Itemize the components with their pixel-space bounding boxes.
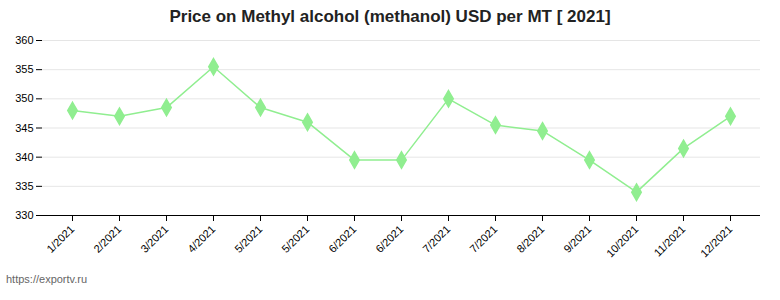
svg-text:7/2021: 7/2021 <box>467 223 499 255</box>
html-text:Price on Methyl alcohol (metha: Price on Methyl alcohol (methanol) USD p… <box>169 7 611 26</box>
svg-text:1/2021: 1/2021 <box>44 223 76 255</box>
svg-text:6/2021: 6/2021 <box>373 223 405 255</box>
svg-text:340: 340 <box>15 151 33 163</box>
svg-text:3/2021: 3/2021 <box>138 223 170 255</box>
svg-text:6/2021: 6/2021 <box>326 223 358 255</box>
svg-text:330: 330 <box>15 209 33 221</box>
svg-text:5/2021: 5/2021 <box>279 223 311 255</box>
svg-text:9/2021: 9/2021 <box>561 223 593 255</box>
svg-text:350: 350 <box>15 92 33 104</box>
svg-text:11/2021: 11/2021 <box>651 223 687 259</box>
svg-text:7/2021: 7/2021 <box>420 223 452 255</box>
svg-text:335: 335 <box>15 180 33 192</box>
html-text:https://exportv.ru: https://exportv.ru <box>6 273 88 285</box>
svg-text:5/2021: 5/2021 <box>232 223 264 255</box>
svg-text:4/2021: 4/2021 <box>185 223 217 255</box>
svg-text:360: 360 <box>15 34 33 46</box>
svg-text:8/2021: 8/2021 <box>514 223 546 255</box>
svg-text:12/2021: 12/2021 <box>698 223 735 260</box>
svg-text:10/2021: 10/2021 <box>604 223 641 260</box>
svg-text:355: 355 <box>15 63 33 75</box>
svg-text:2/2021: 2/2021 <box>91 223 123 255</box>
svg-text:345: 345 <box>15 122 33 134</box>
